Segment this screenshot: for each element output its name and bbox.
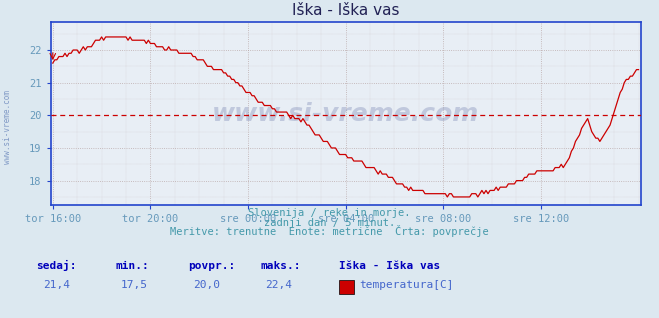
Text: povpr.:: povpr.: [188,261,235,271]
Text: Meritve: trenutne  Enote: metrične  Črta: povprečje: Meritve: trenutne Enote: metrične Črta: … [170,225,489,237]
Title: Iška - Iška vas: Iška - Iška vas [292,3,399,18]
Text: temperatura[C]: temperatura[C] [359,280,453,290]
Text: www.si-vreme.com: www.si-vreme.com [3,90,13,164]
Text: Iška - Iška vas: Iška - Iška vas [339,261,441,271]
Text: 22,4: 22,4 [266,280,293,290]
Text: 21,4: 21,4 [43,280,70,290]
Text: Slovenija / reke in morje.: Slovenija / reke in morje. [248,208,411,218]
Text: 17,5: 17,5 [121,280,148,290]
Text: zadnji dan / 5 minut.: zadnji dan / 5 minut. [264,218,395,228]
Text: min.:: min.: [115,261,149,271]
Text: maks.:: maks.: [260,261,301,271]
Text: www.si-vreme.com: www.si-vreme.com [212,102,479,126]
Text: 20,0: 20,0 [193,280,220,290]
Text: sedaj:: sedaj: [36,260,76,271]
